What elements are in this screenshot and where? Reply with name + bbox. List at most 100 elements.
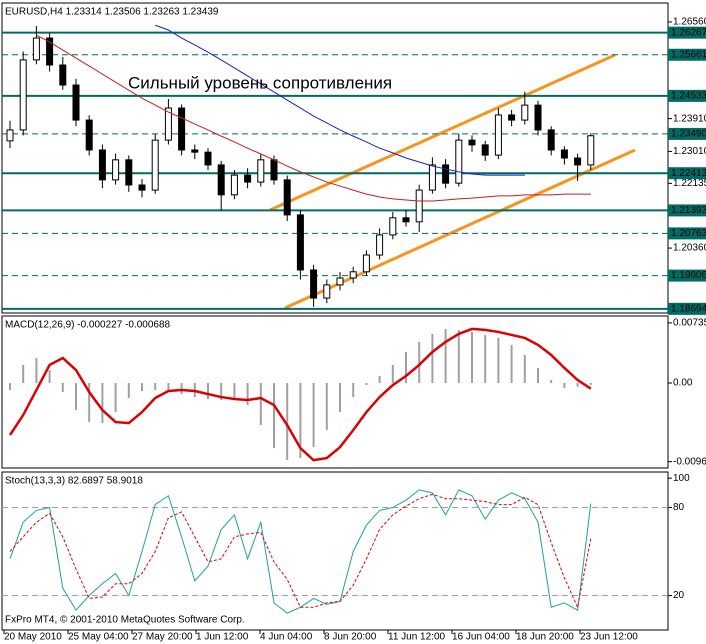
y-tick-label: 1.23910	[673, 113, 706, 124]
candle-body	[98, 149, 106, 181]
x-tick-label: 4 Jun 04:00	[260, 632, 313, 643]
level-label-box	[668, 89, 706, 102]
candle-body	[296, 214, 304, 271]
level-label: 1.22413	[671, 168, 706, 179]
panel-title: MACD(12,26,9) -0.000227 -0.000688	[5, 320, 171, 331]
candle-body	[481, 144, 489, 156]
panels	[1, 2, 669, 631]
candle-body	[521, 104, 529, 121]
candle-body	[547, 129, 555, 151]
macd-panel	[1, 315, 669, 469]
candle-body	[508, 114, 516, 121]
candle-body	[138, 184, 146, 191]
level-label-box	[668, 227, 706, 240]
y-tick-label: 0.007356	[673, 318, 706, 329]
level-label: 1.24533	[671, 91, 706, 102]
candle-body	[270, 159, 278, 181]
candle-body	[455, 139, 463, 184]
candle-body	[362, 254, 370, 273]
y-tick-label: 80	[673, 502, 685, 513]
candle-body	[85, 119, 93, 151]
candle-body	[230, 174, 238, 196]
annotation: Сильный уровень сопротивления	[128, 73, 392, 92]
level-label: 1.19606	[671, 270, 706, 281]
line-series	[155, 24, 525, 176]
candle-body	[164, 107, 172, 141]
level-label: 1.21393	[671, 205, 706, 216]
candle-body	[587, 135, 595, 166]
candle-body	[59, 64, 67, 86]
candle-body	[112, 159, 120, 181]
y-tick-label: 1.23010	[673, 146, 706, 157]
candle-body	[46, 37, 54, 66]
candle-body	[574, 157, 582, 166]
x-tick-label: 23 Jun 12:00	[580, 632, 638, 643]
x-tick-label: 20 May 2010	[4, 632, 62, 643]
level-label: 1.26267	[671, 27, 706, 38]
level-label-box	[668, 26, 706, 39]
level-label-box	[668, 48, 706, 61]
x-tick-label: 1 Jun 12:00	[196, 632, 249, 643]
x-tick-label: 25 May 04:00	[68, 632, 129, 643]
y-tick-label: 100	[673, 473, 690, 484]
candle-body	[560, 149, 568, 159]
candle-body	[415, 189, 423, 223]
candle-body	[72, 84, 80, 121]
candle-body	[323, 284, 331, 299]
y-tick-label: 20	[673, 590, 685, 601]
x-tick-label: 27 May 20:00	[132, 632, 193, 643]
candle-body	[310, 269, 318, 299]
line-series	[36, 34, 591, 202]
candle-body	[244, 174, 252, 183]
level-label: 1.18694	[671, 303, 706, 314]
x-tick-label: 8 Jun 20:00	[324, 632, 377, 643]
candle-body	[151, 139, 159, 191]
candle-body	[428, 164, 436, 191]
level-label-box	[668, 127, 706, 140]
candle-body	[402, 217, 410, 223]
channel-upper	[269, 53, 616, 212]
level-label-box	[668, 167, 706, 180]
candle-body	[217, 164, 225, 196]
candle-body	[534, 104, 542, 131]
candle-body	[191, 149, 199, 153]
candle-body	[204, 151, 212, 166]
stoch-panel	[1, 471, 669, 631]
candle-body	[389, 217, 397, 236]
candle-body	[19, 59, 27, 131]
x-tick-label: 16 Jun 04:00	[452, 632, 510, 643]
candle-body	[349, 271, 357, 279]
candle-body	[257, 159, 265, 183]
candle-body	[376, 234, 384, 256]
candle-body	[178, 107, 186, 151]
candle-body	[442, 164, 450, 184]
candle-body	[494, 114, 502, 156]
candle-body	[6, 129, 14, 142]
panel-title: EURUSD,H4 1.23314 1.23506 1.23263 1.2343…	[5, 7, 219, 18]
panel-title: Stoch(13,3,3) 82.6897 58.9018	[5, 476, 143, 487]
candle-body	[283, 179, 291, 216]
line-series	[9, 493, 592, 609]
level-label: 1.23490	[671, 129, 706, 140]
line-series	[8, 327, 592, 462]
line-series	[9, 489, 592, 614]
y-tick-label: 1.26560	[673, 17, 706, 28]
y-tick-label: 1.22135	[673, 178, 706, 189]
candle-body	[125, 159, 133, 186]
candle-body	[336, 277, 344, 286]
y-tick-label: -0.009621	[673, 456, 706, 467]
level-label-box	[668, 269, 706, 282]
x-tick-label: 18 Jun 20:00	[516, 632, 574, 643]
level-label: 1.20763	[671, 228, 706, 239]
y-tick-label: 1.20360	[673, 243, 706, 254]
y-tick-label: 0.00	[673, 378, 693, 389]
x-tick-label: 11 Jun 12:00	[388, 632, 446, 643]
candle-body	[32, 37, 40, 61]
level-label-box	[668, 302, 706, 315]
level-label: 1.25661	[671, 49, 706, 60]
level-label-box	[668, 204, 706, 217]
footnote: FxPro MT4, © 2001-2010 MetaQuotes Softwa…	[5, 615, 245, 626]
candle-body	[468, 139, 476, 146]
